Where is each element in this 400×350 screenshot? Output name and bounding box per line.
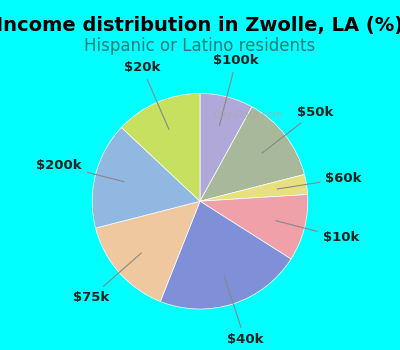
Text: $10k: $10k xyxy=(276,221,359,244)
Text: $100k: $100k xyxy=(213,54,259,125)
Text: $75k: $75k xyxy=(73,253,141,304)
Wedge shape xyxy=(200,195,308,259)
Text: $40k: $40k xyxy=(224,276,263,346)
Wedge shape xyxy=(200,174,308,201)
Wedge shape xyxy=(200,93,252,201)
Wedge shape xyxy=(122,93,200,201)
Wedge shape xyxy=(92,127,200,228)
Text: $60k: $60k xyxy=(277,172,362,189)
Text: $200k: $200k xyxy=(36,159,124,182)
Wedge shape xyxy=(96,201,200,301)
Text: Hispanic or Latino residents: Hispanic or Latino residents xyxy=(84,37,316,55)
Wedge shape xyxy=(160,201,291,309)
Text: Income distribution in Zwolle, LA (%): Income distribution in Zwolle, LA (%) xyxy=(0,16,400,35)
Text: $20k: $20k xyxy=(124,61,169,130)
Wedge shape xyxy=(200,107,304,201)
Text: City-Data.com: City-Data.com xyxy=(214,110,283,120)
Text: $50k: $50k xyxy=(262,106,333,153)
